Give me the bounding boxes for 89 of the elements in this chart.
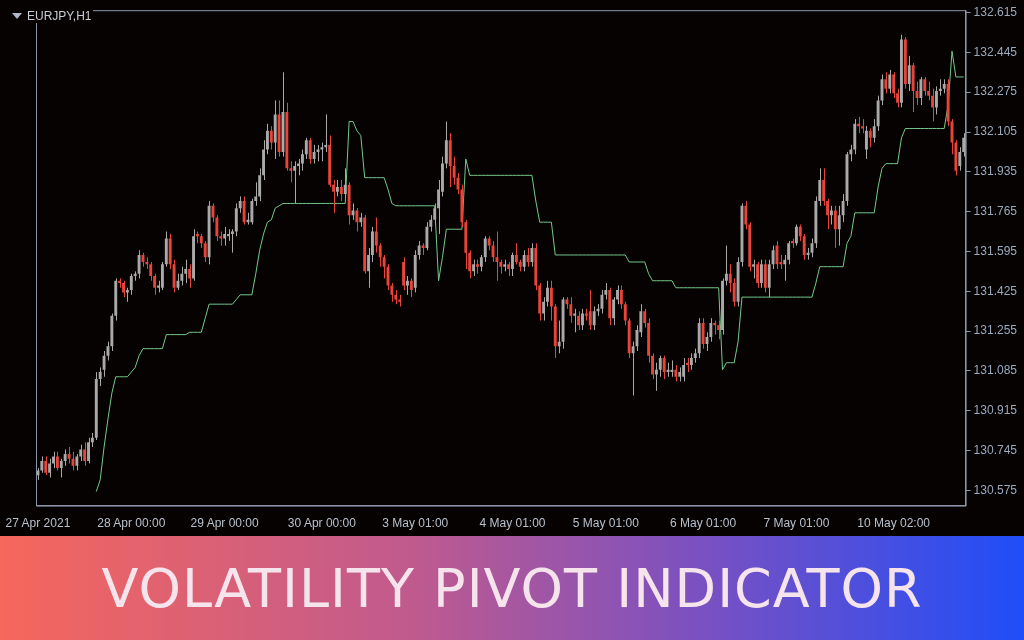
candlestick bbox=[662, 355, 666, 380]
candlestick bbox=[756, 261, 759, 289]
x-tick-label: 3 May 01:00 bbox=[382, 516, 449, 531]
candlestick bbox=[829, 205, 833, 226]
x-tick-label: 4 May 01:00 bbox=[479, 516, 546, 531]
candlestick bbox=[888, 69, 892, 94]
x-tick-label: 5 May 01:00 bbox=[572, 516, 640, 531]
candlestick bbox=[444, 120, 448, 169]
candlestick bbox=[759, 259, 763, 289]
candlestick bbox=[577, 310, 581, 331]
candlestick bbox=[581, 308, 584, 331]
candlestick bbox=[802, 233, 806, 261]
candlestick bbox=[619, 284, 623, 310]
candlestick bbox=[188, 263, 192, 289]
y-tick-label: 132.275 bbox=[973, 84, 1018, 99]
y-tick-label: 130.915 bbox=[973, 403, 1018, 418]
y-tick-label: 132.445 bbox=[973, 44, 1018, 59]
candlestick bbox=[514, 242, 518, 265]
candlestick bbox=[868, 127, 872, 148]
candlestick bbox=[732, 277, 736, 307]
x-tick-label: 7 May 01:00 bbox=[763, 516, 830, 531]
chart-subtitle: EURJPY,H1 bbox=[27, 9, 92, 23]
candlestick bbox=[841, 193, 845, 223]
candlestick bbox=[102, 350, 106, 378]
x-tick-label: 29 Apr 00:00 bbox=[190, 516, 259, 531]
candlestick bbox=[417, 240, 421, 261]
candlestick bbox=[837, 205, 841, 247]
candlestick bbox=[728, 263, 732, 293]
y-tick-label: 131.935 bbox=[973, 164, 1018, 179]
text: VOLATILITY PIVOT INDICATOR bbox=[0, 536, 1024, 640]
y-tick-label: 130.745 bbox=[973, 442, 1018, 457]
candlestick bbox=[425, 221, 429, 251]
candlestick bbox=[864, 125, 868, 160]
candlestick bbox=[549, 280, 553, 322]
candlestick bbox=[767, 259, 771, 298]
candlestick bbox=[771, 245, 775, 270]
candlestick bbox=[884, 71, 888, 94]
candlestick bbox=[919, 76, 923, 106]
y-tick-label: 131.425 bbox=[973, 283, 1018, 298]
candlestick bbox=[923, 76, 927, 97]
y-tick-label: 131.765 bbox=[973, 203, 1018, 218]
candlestick bbox=[378, 242, 382, 268]
candlestick bbox=[374, 217, 378, 254]
candlestick bbox=[137, 249, 141, 279]
candlestick bbox=[234, 202, 238, 237]
candlestick bbox=[382, 254, 386, 279]
candlestick bbox=[312, 144, 316, 165]
candlestick bbox=[48, 458, 52, 478]
candlestick bbox=[59, 458, 63, 478]
candlestick bbox=[355, 207, 359, 233]
x-tick-label: 10 May 02:00 bbox=[857, 516, 931, 531]
candlestick bbox=[304, 137, 308, 160]
candlestick bbox=[907, 55, 911, 92]
y-tick-label: 130.575 bbox=[973, 482, 1018, 497]
candlestick bbox=[763, 259, 767, 293]
candlestick bbox=[833, 205, 837, 249]
candlestick bbox=[308, 137, 312, 165]
candlestick bbox=[658, 355, 662, 378]
candlestick bbox=[934, 85, 938, 115]
candlestick bbox=[402, 256, 406, 291]
candlestick bbox=[592, 306, 596, 331]
x-tick-label: 30 Apr 00:00 bbox=[287, 516, 357, 531]
candlestick bbox=[129, 273, 133, 296]
candlestick bbox=[203, 240, 207, 263]
candlestick bbox=[172, 259, 176, 293]
candlestick bbox=[892, 71, 896, 99]
x-tick-label: 28 Apr 00:00 bbox=[97, 516, 166, 531]
y-tick-label: 132.615 bbox=[973, 4, 1018, 19]
candlestick bbox=[752, 259, 756, 279]
candlestick bbox=[293, 160, 297, 204]
candlestick bbox=[184, 259, 188, 284]
candlestick bbox=[495, 231, 499, 282]
y-tick-label: 131.255 bbox=[973, 323, 1018, 338]
candlestick bbox=[483, 235, 487, 263]
candlestick bbox=[180, 266, 184, 286]
y-tick-label: 131.595 bbox=[973, 243, 1018, 258]
candlestick bbox=[269, 125, 273, 151]
candlestick bbox=[701, 317, 705, 350]
candlestick bbox=[300, 149, 304, 172]
candlestick bbox=[623, 301, 627, 326]
candlestick bbox=[87, 437, 90, 464]
candlestick bbox=[872, 118, 876, 144]
candlestick bbox=[452, 156, 456, 186]
x-tick-label: 27 Apr 2021 bbox=[5, 516, 71, 531]
y-tick-label: 132.105 bbox=[973, 124, 1018, 139]
y-tick-label: 131.085 bbox=[973, 363, 1018, 378]
candlestick bbox=[98, 366, 102, 387]
candlestick bbox=[71, 451, 75, 471]
x-tick-label: 6 May 01:00 bbox=[670, 516, 737, 531]
